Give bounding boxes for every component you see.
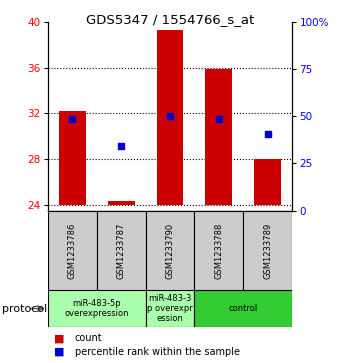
Text: protocol: protocol [2,303,47,314]
Point [69,116,75,122]
Point [118,144,124,150]
Point [265,131,271,137]
FancyBboxPatch shape [48,290,146,327]
FancyBboxPatch shape [146,211,194,290]
Text: miR-483-5p
overexpression: miR-483-5p overexpression [64,299,129,318]
Text: miR-483-3
p overexpr
ession: miR-483-3 p overexpr ession [147,294,193,323]
Bar [205,69,233,205]
FancyBboxPatch shape [48,211,97,290]
Bar [156,30,184,205]
Point [216,116,222,122]
Text: GDS5347 / 1554766_s_at: GDS5347 / 1554766_s_at [86,13,254,26]
Point [167,113,173,118]
FancyBboxPatch shape [194,290,292,327]
Text: GSM1233788: GSM1233788 [215,222,223,279]
FancyBboxPatch shape [243,211,292,290]
Text: GSM1233789: GSM1233789 [264,223,272,278]
Bar [107,201,135,205]
Text: GSM1233786: GSM1233786 [68,222,76,279]
FancyBboxPatch shape [97,211,146,290]
Text: count: count [75,333,102,343]
Text: ■: ■ [54,347,65,357]
Text: percentile rank within the sample: percentile rank within the sample [75,347,240,357]
Text: GSM1233790: GSM1233790 [166,223,174,278]
Text: GSM1233787: GSM1233787 [117,222,125,279]
Text: control: control [229,304,258,313]
FancyBboxPatch shape [146,290,194,327]
Text: ■: ■ [54,333,65,343]
FancyBboxPatch shape [194,211,243,290]
Bar [58,111,86,205]
Bar [254,159,282,205]
